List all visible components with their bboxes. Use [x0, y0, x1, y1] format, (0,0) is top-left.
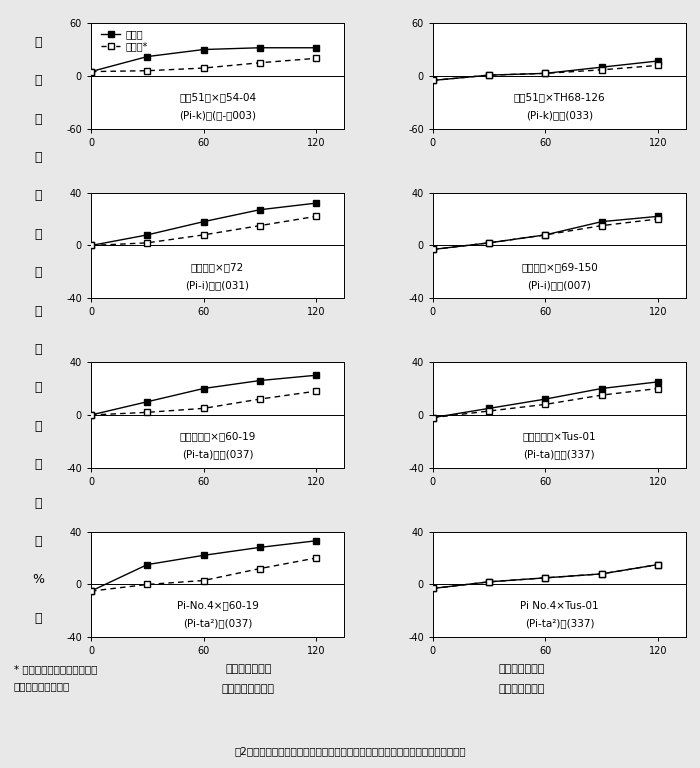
Text: 石狩白毛×稲72: 石狩白毛×稲72 — [191, 262, 244, 272]
Text: Pi-No.4×研60-19: Pi-No.4×研60-19 — [176, 601, 258, 611]
Text: ラ: ラ — [35, 266, 42, 279]
Text: 親和性の組合せ: 親和性の組合せ — [498, 684, 545, 694]
Text: (Pi-k)　　(033): (Pi-k) (033) — [526, 110, 593, 121]
Text: 破: 破 — [35, 36, 42, 48]
Text: 裂: 裂 — [35, 74, 42, 87]
Text: %: % — [32, 574, 45, 586]
Text: ）: ） — [35, 612, 42, 624]
Text: 関村51号×研54-04: 関村51号×研54-04 — [179, 92, 256, 102]
Text: 比: 比 — [35, 458, 42, 471]
Text: 非親和性の組合せ: 非親和性の組合せ — [222, 684, 275, 694]
Text: しない培地を処理: しない培地を処理 — [14, 681, 70, 691]
Text: 石狩白毛×长69-150: 石狩白毛×长69-150 — [521, 262, 598, 272]
Text: 率: 率 — [35, 497, 42, 509]
Text: (Pi-ta)　　(037): (Pi-ta) (037) — [182, 449, 253, 459]
Text: 出: 出 — [35, 382, 42, 394]
Text: 処理時間（分）: 処理時間（分） — [498, 664, 545, 674]
Legend: 処理区, 対照区*: 処理区, 対照区* — [101, 29, 148, 51]
Text: ヤシロモチ×Tus-01: ヤシロモチ×Tus-01 — [523, 431, 596, 441]
Text: ト: ト — [35, 343, 42, 356]
Text: Pi No.4×Tus-01: Pi No.4×Tus-01 — [520, 601, 598, 611]
Text: (Pi-ta²)　(037): (Pi-ta²) (037) — [183, 619, 252, 629]
Text: （: （ — [35, 535, 42, 548]
Text: (Pi-ta²)　(337): (Pi-ta²) (337) — [525, 619, 594, 629]
Text: ヤシロモチ×研60-19: ヤシロモチ×研60-19 — [179, 431, 256, 441]
Text: プ: プ — [35, 113, 42, 125]
Text: ト: ト — [35, 190, 42, 202]
Text: * 対照区：いもち病菌を培養: * 対照区：いもち病菌を培養 — [14, 664, 97, 674]
Text: プ: プ — [35, 228, 42, 240]
Text: 処理時間（分）: 処理時間（分） — [225, 664, 272, 674]
Text: (Pi-i)　　(007): (Pi-i) (007) — [528, 280, 591, 290]
Text: (Pi-i)　　(031): (Pi-i) (031) — [186, 280, 250, 290]
Text: (Pi-k)　(レ-ス003): (Pi-k) (レ-ス003) — [179, 110, 256, 121]
Text: 囲2　イネ葉身・葉鷨細胞由来プロトプラストのいもち病菌培養濃液に対する反応: 囲2 イネ葉身・葉鷨細胞由来プロトプラストのいもち病菌培養濃液に対する反応 — [234, 746, 466, 756]
Text: 現: 現 — [35, 420, 42, 432]
Text: ス: ス — [35, 305, 42, 317]
Text: ロ: ロ — [35, 151, 42, 164]
Text: (Pi-ta)　　(337): (Pi-ta) (337) — [524, 449, 595, 459]
Text: 関村51号×TH68-126: 関村51号×TH68-126 — [514, 92, 606, 102]
